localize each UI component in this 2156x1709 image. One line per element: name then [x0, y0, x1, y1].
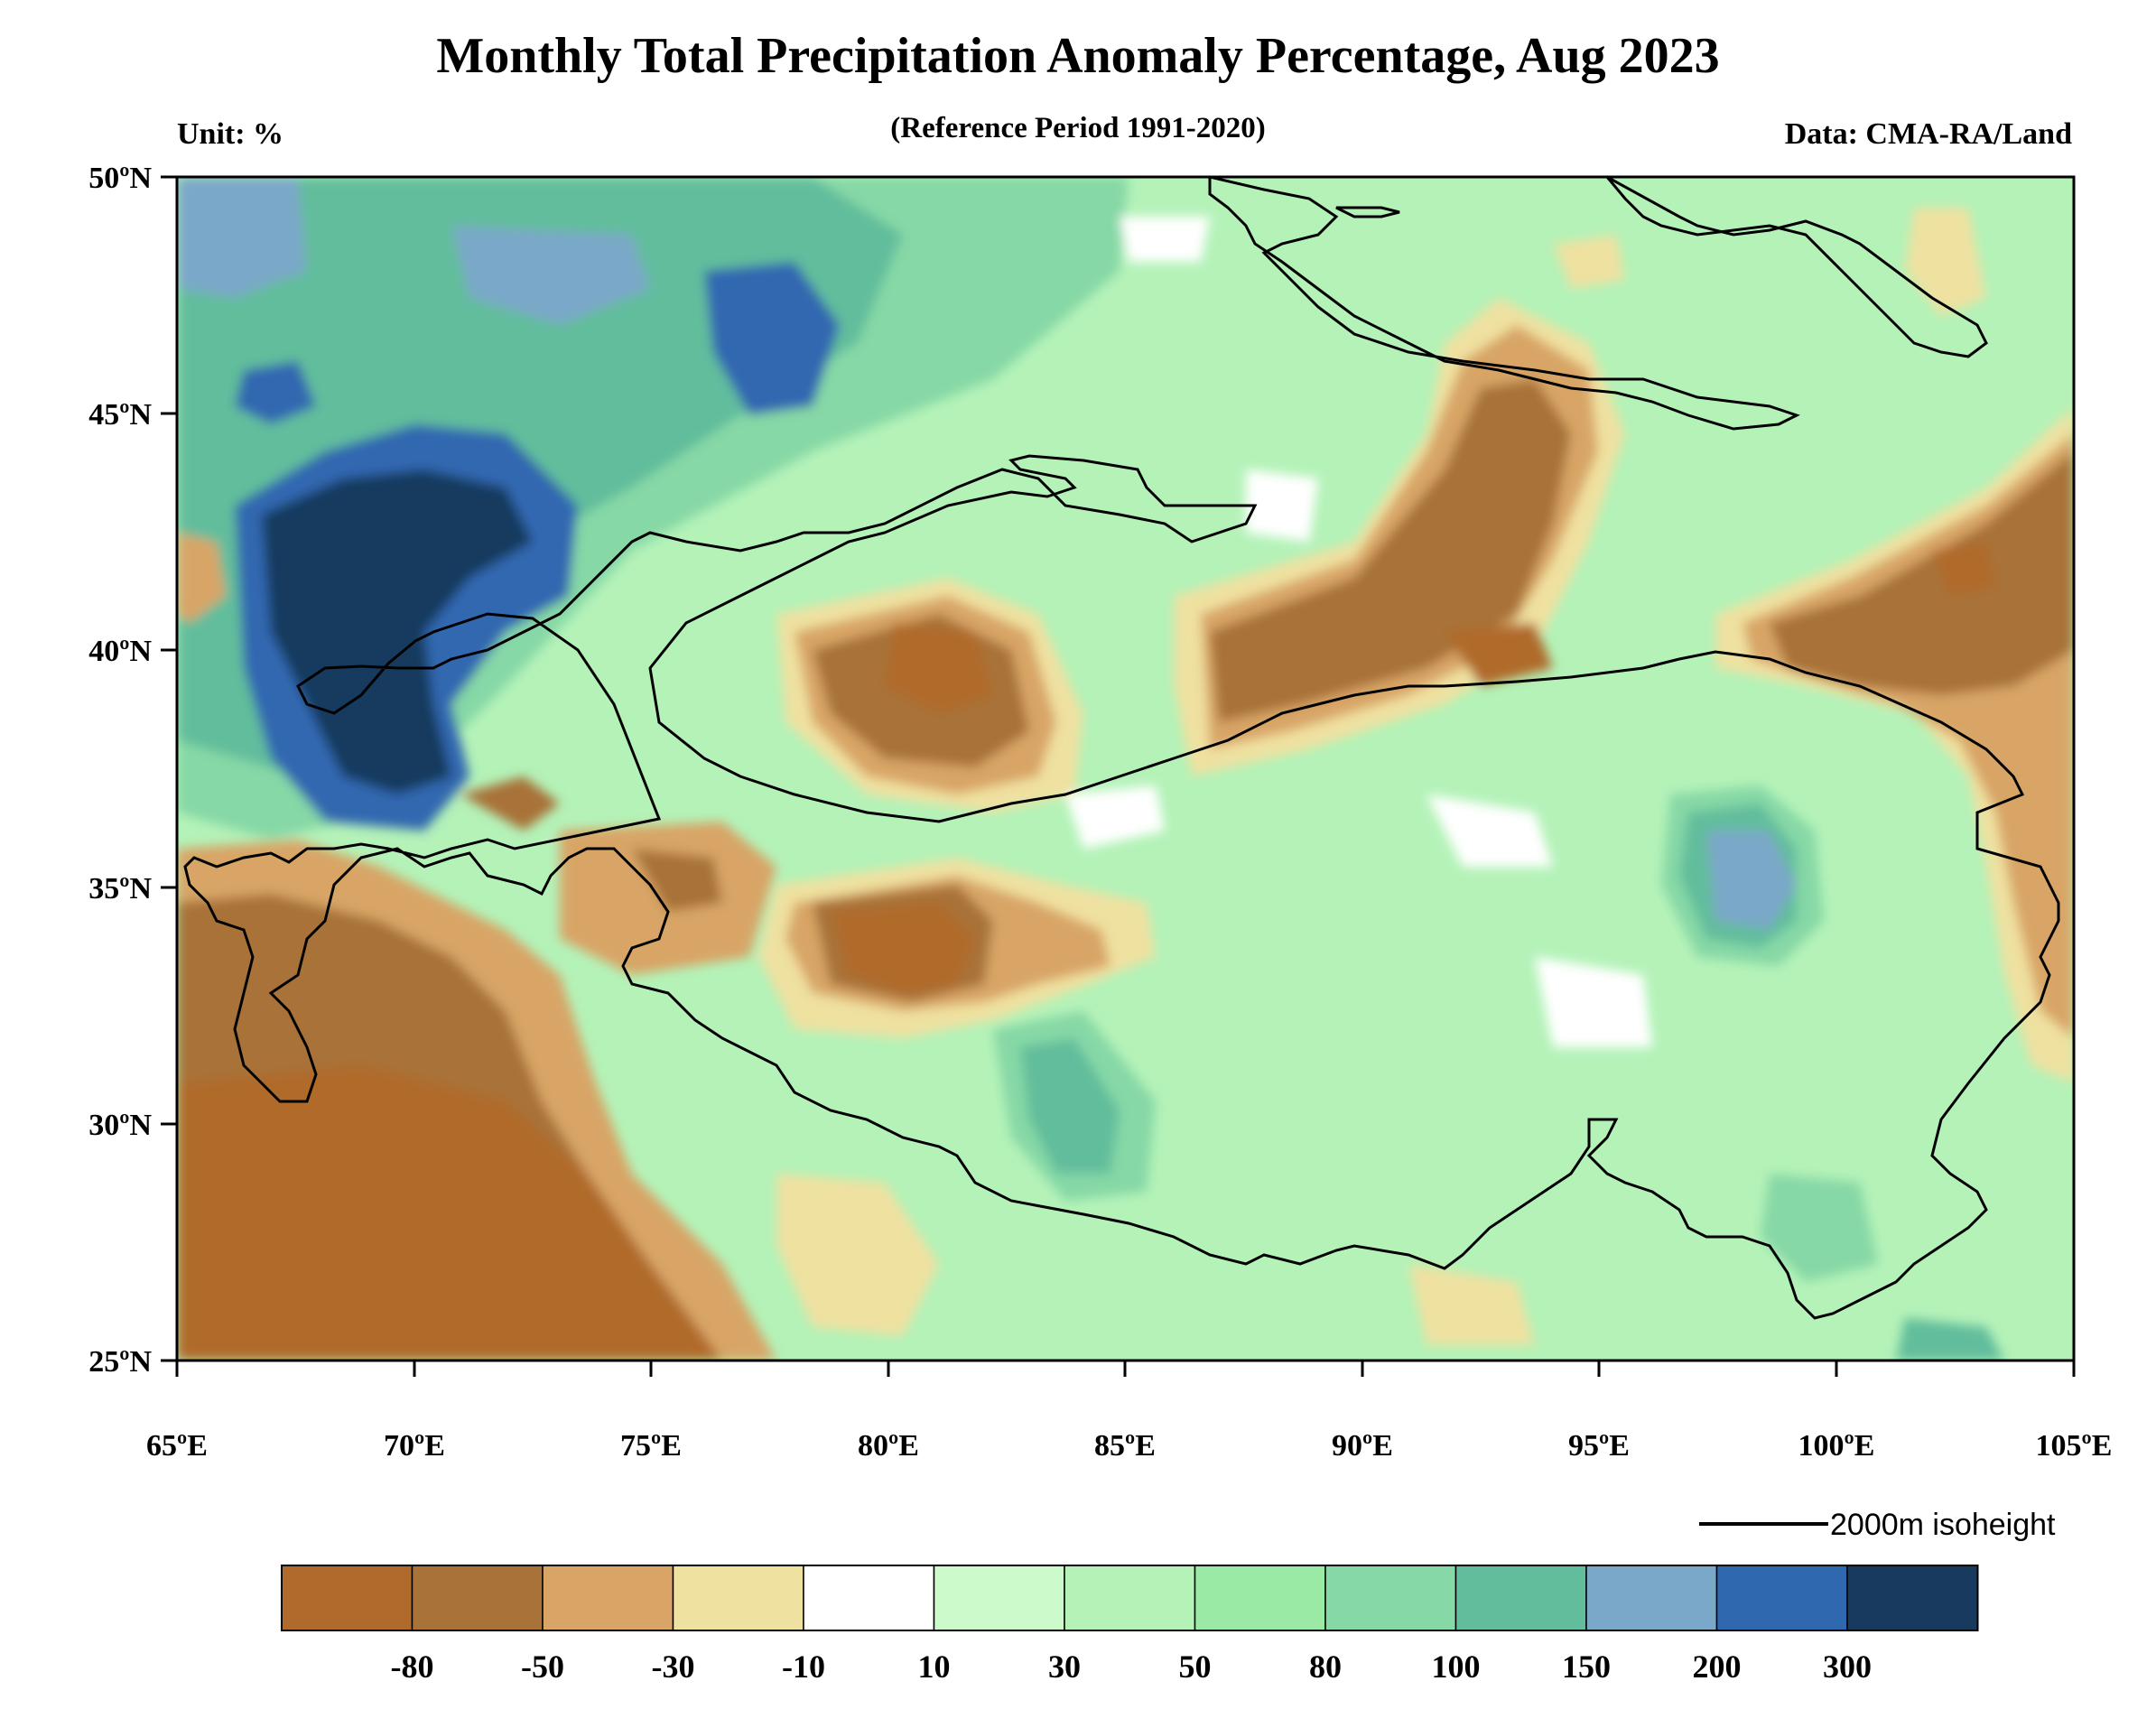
colorbar-swatch	[933, 1565, 1065, 1631]
lon-label: 65ºE	[146, 1429, 208, 1463]
lat-label: 40ºN	[88, 635, 152, 668]
latitude-axis: 25ºN 30ºN 35ºN 40ºN 45ºN 50ºN	[88, 162, 152, 1379]
colorbar-swatch	[1454, 1565, 1587, 1631]
lon-label: 105ºE	[2036, 1429, 2113, 1463]
colorbar-label: -30	[652, 1649, 695, 1685]
colorbar-label: 10	[918, 1649, 951, 1685]
colorbar-label: 80	[1309, 1649, 1342, 1685]
colorbar-label: -50	[521, 1649, 564, 1685]
colorbar-swatch	[281, 1565, 414, 1631]
isoheight-legend-label: 2000m isoheight	[1830, 1508, 2056, 1542]
longitude-axis: 65ºE 70ºE 75ºE 80ºE 85ºE 90ºE 95ºE 100ºE…	[146, 1429, 2112, 1463]
colorbar-swatch	[803, 1565, 935, 1631]
lat-label: 25ºN	[88, 1345, 152, 1379]
colorbar-swatch	[1715, 1565, 1848, 1631]
lon-label: 100ºE	[1798, 1429, 1875, 1463]
lon-label: 80ºE	[858, 1429, 919, 1463]
precipitation-anomaly-field	[177, 177, 2074, 1361]
colorbar-label: -80	[391, 1649, 434, 1685]
lon-label: 95ºE	[1568, 1429, 1630, 1463]
map-title: Monthly Total Precipitation Anomaly Perc…	[436, 28, 1720, 84]
colorbar-label: 150	[1562, 1649, 1611, 1685]
colorbar-swatch	[1064, 1565, 1196, 1631]
lat-label: 45ºN	[88, 398, 152, 432]
colorbar-swatch	[1585, 1565, 1718, 1631]
colorbar-label: 50	[1179, 1649, 1212, 1685]
colorbar-swatch	[411, 1565, 544, 1631]
reference-period-subtitle: (Reference Period 1991-2020)	[890, 112, 1266, 144]
colorbar-swatch	[542, 1565, 674, 1631]
colorbar-label: 300	[1823, 1649, 1872, 1685]
colorbar-frame	[281, 1565, 1979, 1631]
colorbar-label: 100	[1432, 1649, 1481, 1685]
unit-label: Unit: %	[177, 117, 284, 151]
colorbar-label: 30	[1048, 1649, 1081, 1685]
colorbar-label: 200	[1693, 1649, 1742, 1685]
colorbar-label: -10	[782, 1649, 825, 1685]
isoheight-contours	[183, 177, 2060, 1320]
lat-label: 30ºN	[88, 1109, 152, 1142]
lat-label: 35ºN	[88, 872, 152, 906]
colorbar-swatch	[1194, 1565, 1326, 1631]
lon-label: 70ºE	[384, 1429, 445, 1463]
colorbar-swatch	[1324, 1565, 1457, 1631]
data-source-label: Data: CMA-RA/Land	[1784, 117, 2072, 151]
axis-ticks	[161, 175, 2076, 1377]
colorbar-swatch	[672, 1565, 804, 1631]
lat-label: 50ºN	[88, 162, 152, 195]
lon-label: 90ºE	[1332, 1429, 1393, 1463]
lon-label: 85ºE	[1094, 1429, 1156, 1463]
colorbar-swatch	[1846, 1565, 1979, 1631]
colorbar: -80 -50 -30 -10 10 30 50 80 100 150 200 300	[281, 1565, 1979, 1685]
lon-label: 75ºE	[620, 1429, 682, 1463]
